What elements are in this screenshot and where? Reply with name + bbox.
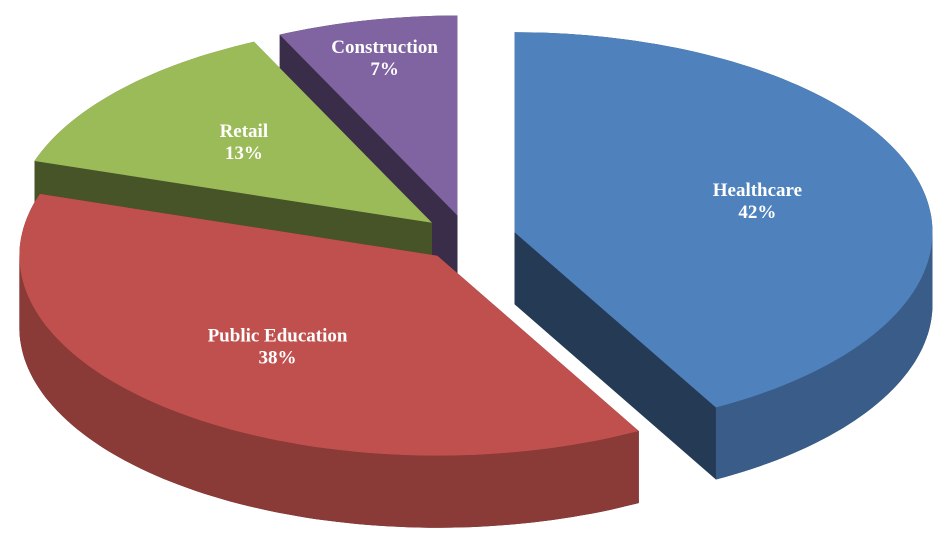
category-label: Retail	[220, 121, 269, 142]
slice-wall	[715, 231, 933, 480]
slice-wall	[19, 257, 639, 528]
data-label: Retail 13%	[220, 121, 269, 164]
category-label: Construction	[331, 37, 438, 58]
data-label: Construction 7%	[331, 37, 438, 80]
category-label: Healthcare	[713, 180, 802, 201]
value-label: 7%	[370, 59, 399, 80]
value-label: 38%	[259, 348, 297, 369]
value-label: 42%	[738, 202, 776, 223]
slice-top	[19, 193, 639, 456]
slice-top	[279, 15, 458, 216]
slice	[19, 193, 639, 528]
slice-top	[34, 41, 432, 223]
category-label: Public Education	[208, 326, 348, 347]
data-label: Healthcare 42%	[713, 180, 802, 223]
slice-top	[514, 32, 933, 408]
data-label: Public Education 38%	[208, 326, 348, 369]
slice	[514, 32, 933, 480]
value-label: 13%	[225, 143, 263, 164]
